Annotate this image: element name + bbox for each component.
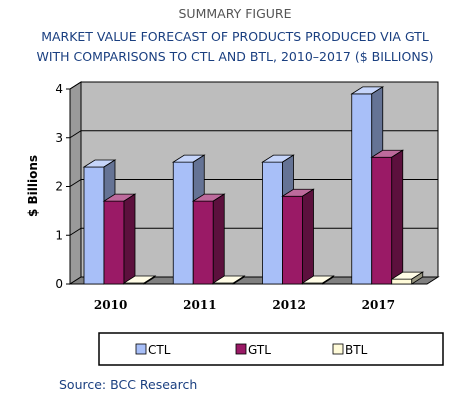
bar-btl-2017 bbox=[390, 271, 425, 285]
bar-gtl-2011-side bbox=[212, 193, 225, 285]
bar-btl-2010-side bbox=[143, 275, 156, 285]
bar-btl-2010 bbox=[122, 275, 157, 285]
chart-legend: CTL GTL BTL bbox=[98, 332, 444, 366]
y-tick-label: 0 bbox=[55, 277, 63, 291]
bar-ctl-2010-front bbox=[83, 166, 105, 285]
x-tick-label: 2010 bbox=[94, 298, 127, 312]
gridline-side bbox=[69, 179, 82, 187]
bar-ctl-2011-front bbox=[172, 161, 194, 285]
x-tick-label: 2017 bbox=[362, 298, 395, 312]
x-tick-label: 2011 bbox=[183, 298, 216, 312]
figure-label: SUMMARY FIGURE bbox=[178, 6, 292, 21]
bar-ctl-2012-front bbox=[262, 161, 283, 285]
chart-title-line-1: MARKET VALUE FORECAST OF PRODUCTS PRODUC… bbox=[41, 29, 429, 44]
chart-title-line-2: WITH COMPARISONS TO CTL AND BTL, 2010–20… bbox=[36, 49, 434, 64]
bar-gtl-2011 bbox=[191, 193, 226, 285]
gridline-side bbox=[69, 81, 82, 90]
bar-gtl-2012-side bbox=[302, 188, 314, 285]
y-tick-label: 4 bbox=[55, 82, 63, 96]
bar-gtl-2012 bbox=[281, 188, 315, 285]
legend-item-btl: BTL bbox=[332, 343, 368, 357]
bar-btl-2011 bbox=[211, 275, 246, 285]
bar-btl-2017-side bbox=[411, 271, 424, 285]
bar-btl-2011-side bbox=[232, 275, 245, 285]
legend-item-ctl: CTL bbox=[135, 343, 171, 357]
legend-label: BTL bbox=[345, 343, 368, 357]
y-tick-label: 1 bbox=[55, 228, 63, 242]
chart-tick-labels: 0 1 2 3 4 2010 2011 2012 2017 bbox=[55, 82, 395, 312]
legend-swatch bbox=[235, 343, 247, 355]
x-tick-label: 2012 bbox=[272, 298, 305, 312]
y-axis-label: $ Billions bbox=[26, 155, 40, 217]
bar-gtl-2010-front bbox=[103, 200, 125, 285]
bar-gtl-2017 bbox=[370, 149, 405, 285]
bar-ctl-2017-front bbox=[351, 93, 373, 285]
bar-btl-2012-side bbox=[322, 275, 334, 285]
legend-box bbox=[98, 332, 444, 366]
bar-gtl-2011-front bbox=[192, 200, 214, 285]
legend-label: GTL bbox=[248, 343, 271, 357]
chart-bars bbox=[82, 86, 425, 285]
bar-gtl-2010 bbox=[102, 193, 137, 285]
legend-label: CTL bbox=[148, 343, 171, 357]
bar-gtl-2017-side bbox=[391, 149, 404, 285]
legend-swatch bbox=[332, 343, 344, 355]
bar-btl-2012 bbox=[301, 275, 335, 285]
y-tick-label: 2 bbox=[55, 180, 63, 194]
source-note: Source: BCC Research bbox=[59, 377, 198, 392]
bar-gtl-2017-front bbox=[371, 156, 393, 285]
gridline-side bbox=[69, 227, 82, 236]
y-tick-label: 3 bbox=[55, 131, 63, 145]
legend-item-gtl: GTL bbox=[235, 343, 271, 357]
bar-gtl-2012-front bbox=[282, 195, 303, 285]
gridline-side bbox=[69, 130, 82, 139]
bar-btl-2017-front bbox=[391, 278, 413, 285]
legend-swatch bbox=[135, 343, 147, 355]
bar-gtl-2010-side bbox=[123, 193, 136, 285]
